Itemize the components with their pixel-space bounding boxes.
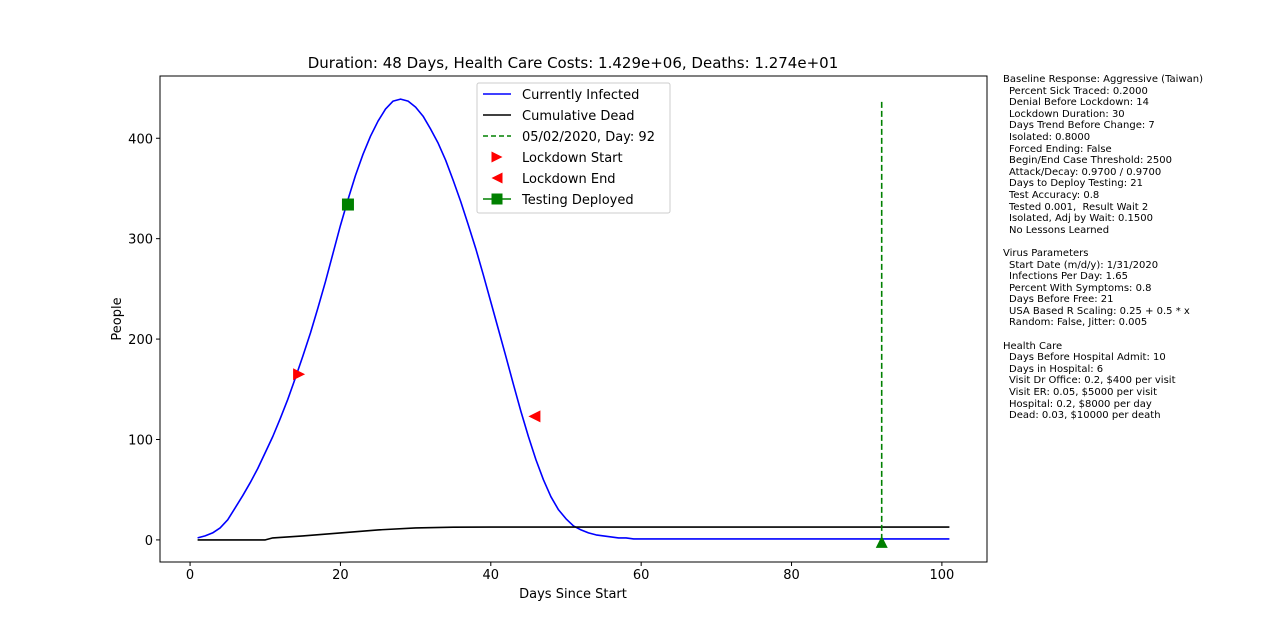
legend-label: 05/02/2020, Day: 92 (522, 130, 655, 145)
legend-swatch-marker (491, 151, 503, 163)
panel-parameter-line: Percent Sick Traced: 0.2000 (1009, 85, 1148, 97)
panel-parameter-line: Visit Dr Office: 0.2, $400 per visit (1009, 375, 1176, 387)
y-tick-label: 100 (128, 433, 153, 448)
series-line-currently-infected (197, 98, 950, 540)
legend-swatch-marker (491, 172, 503, 184)
x-tick-label: 40 (483, 568, 500, 583)
panel-parameter-line: Days in Hospital: 6 (1009, 363, 1104, 375)
panel-parameter-line: No Lessons Learned (1009, 224, 1110, 236)
panel-parameter-line: Tested 0.001, Result Wait 2 (1009, 201, 1149, 213)
x-tick-label: 20 (332, 568, 349, 583)
legend-swatch-marker (491, 193, 503, 205)
legend-label: Cumulative Dead (522, 109, 635, 124)
panel-section: Health Care Days Before Hospital Admit: 1… (1003, 341, 1275, 422)
x-tick-label: 80 (783, 568, 800, 583)
marker-lockdown-start (293, 368, 306, 381)
panel-parameter-line: Begin/End Case Threshold: 2500 (1009, 155, 1172, 167)
panel-parameter-line: Days Before Hospital Admit: 10 (1009, 352, 1166, 364)
y-tick-label: 200 (128, 333, 153, 348)
legend-box (476, 82, 671, 214)
panel-parameter-line: Dead: 0.03, $10000 per death (1009, 410, 1161, 422)
panel-parameter-line: Isolated, Adj by Wait: 0.1500 (1009, 213, 1153, 225)
panel-section-heading: Baseline Response: Aggressive (Taiwan) (1003, 74, 1203, 85)
x-axis-label: Days Since Start (519, 587, 627, 602)
y-tick-label: 300 (128, 233, 153, 248)
panel-parameter-line: Random: False, Jitter: 0.005 (1009, 317, 1148, 329)
axes-frame (159, 75, 988, 563)
panel-parameter-line: Attack/Decay: 0.9700 / 0.9700 (1009, 166, 1162, 178)
y-tick-label: 400 (128, 132, 153, 147)
y-axis-label: People (110, 297, 125, 340)
panel-parameter-line: Forced Ending: False (1009, 143, 1112, 155)
chart-title: Duration: 48 Days, Health Care Costs: 1.… (308, 54, 839, 72)
axis-ticks: 0 20 40 60 80 100 0 100 200 300 400 (128, 132, 954, 583)
panel-parameter-line: Lockdown Duration: 30 (1009, 108, 1125, 120)
panel-parameter-line: USA Based R Scaling: 0.25 + 0.5 * x (1009, 305, 1190, 317)
panel-section-heading: Health Care (1003, 340, 1063, 352)
x-tick-label: 0 (186, 568, 194, 583)
panel-parameter-line: Days to Deploy Testing: 21 (1009, 178, 1143, 190)
panel-parameter-line: Percent With Symptoms: 0.8 (1009, 282, 1152, 294)
x-tick-label: 60 (633, 568, 650, 583)
marker-lockdown-end (528, 410, 541, 423)
legend-label: Lockdown End (522, 172, 616, 187)
panel-parameter-line: Infections Per Day: 1.65 (1009, 271, 1128, 283)
parameters-panel: Baseline Response: Aggressive (Taiwan) Pe… (1003, 74, 1275, 433)
panel-parameter-line: Days Trend Before Change: 7 (1009, 120, 1155, 132)
x-tick-label: 100 (929, 568, 954, 583)
panel-parameter-line: Days Before Free: 21 (1009, 294, 1114, 306)
panel-parameter-line: Hospital: 0.2, $8000 per day (1009, 398, 1152, 410)
legend-label: Currently Infected (522, 88, 639, 103)
panel-section: Virus Parameters Start Date (m/d/y): 1/31… (1003, 248, 1275, 329)
panel-parameter-line: Test Accuracy: 0.8 (1009, 189, 1100, 201)
y-tick-label: 0 (145, 534, 153, 549)
panel-parameter-line: Visit ER: 0.05, $5000 per visit (1009, 387, 1158, 399)
legend-label: Testing Deployed (521, 193, 634, 208)
marker-day-92-marker (875, 535, 888, 548)
panel-section: Baseline Response: Aggressive (Taiwan) Pe… (1003, 74, 1275, 236)
series-line-cumulative-dead (197, 526, 950, 541)
plot-area (197, 98, 950, 548)
marker-testing-deployed (341, 198, 354, 211)
panel-parameter-line: Isolated: 0.8000 (1009, 131, 1091, 143)
panel-parameter-line: Start Date (m/d/y): 1/31/2020 (1009, 259, 1159, 271)
legend-label: Lockdown Start (522, 151, 623, 166)
panel-parameter-line: Denial Before Lockdown: 14 (1009, 97, 1149, 109)
panel-section-heading: Virus Parameters (1003, 247, 1089, 259)
legend: Currently Infected Cumulative Dead 05/02/2… (476, 82, 671, 214)
